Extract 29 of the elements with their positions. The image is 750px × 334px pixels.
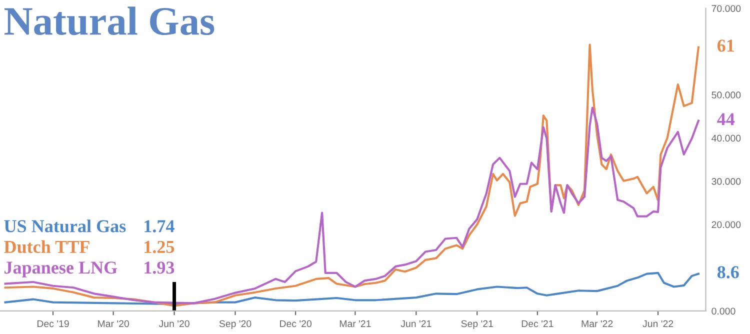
y-tick-label: 0.000	[712, 308, 736, 315]
x-tick-label: Jun '20	[158, 320, 190, 328]
annotation: 1.25	[144, 240, 174, 254]
x-tick-label: Dec '19	[37, 320, 69, 328]
y-tick-label: 30.000	[712, 178, 741, 185]
annotation: 8.6	[717, 266, 739, 278]
x-tick-label: Sep '20	[219, 320, 252, 330]
y-tick-label: 40.000	[712, 134, 741, 142]
x-tick-label: Mar '20	[98, 320, 129, 328]
text: US Natural Gas	[4, 220, 126, 232]
y-tick-label: 20.000	[712, 221, 741, 228]
x-tick-label: Jun '22	[642, 320, 674, 328]
x-tick-label: Mar '22	[582, 320, 613, 328]
annotation: 1.93	[144, 262, 174, 274]
line-series	[4, 106, 700, 304]
series-label: Japanese LNG	[4, 262, 118, 278]
annotation: 61	[717, 40, 734, 52]
x-tick-label: Dec '21	[522, 320, 554, 328]
x-tick-label: Mar '21	[340, 320, 371, 328]
annotation: 1.74	[144, 220, 174, 232]
y-tick-label: 70.000	[712, 5, 741, 12]
chart-title: Natural Gas	[4, 6, 214, 36]
annotation: 44	[717, 113, 735, 126]
x-tick-label: Dec '20	[280, 320, 312, 328]
x-tick-label: Jun '21	[400, 320, 432, 328]
series-label: Dutch TTF	[4, 240, 90, 254]
x-tick-label: Sep '21	[461, 320, 493, 330]
line-series	[4, 44, 700, 307]
y-tick-label: 50.000	[712, 92, 741, 98]
